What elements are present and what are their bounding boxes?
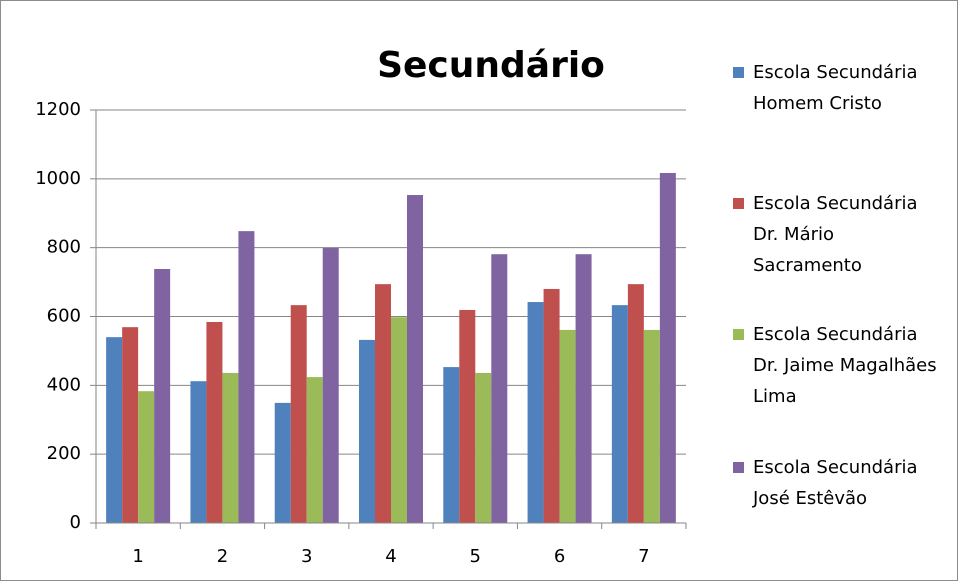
bar: [659, 172, 676, 524]
bar: [238, 231, 255, 523]
bar: [559, 329, 576, 523]
bar: [575, 254, 592, 524]
x-tick-label: 4: [385, 546, 396, 567]
x-tick-label: 1: [132, 546, 143, 567]
bar: [154, 269, 171, 523]
x-tick-label: 2: [217, 546, 228, 567]
bar: [359, 339, 375, 523]
bar: [543, 288, 560, 523]
bar: [443, 367, 460, 523]
legend-label: Escola Secundária Homem Cristo: [753, 62, 918, 114]
bar: [122, 327, 139, 523]
legend-key: [733, 329, 744, 340]
y-tick-label: 200: [47, 443, 81, 464]
legend-item: Escola Secundária José Estêvão: [733, 452, 938, 514]
chart-title: Secundário: [377, 45, 605, 86]
bar: [222, 372, 239, 523]
bar: [611, 305, 628, 523]
legend-key: [733, 67, 744, 78]
legend-label: Escola Secundária Dr. Jaime Magalhães Li…: [753, 324, 937, 407]
bar: [491, 254, 508, 524]
bar: [290, 305, 307, 523]
bar: [527, 302, 544, 523]
legend-label: Escola Secundária José Estêvão: [753, 457, 918, 509]
bar: [306, 377, 323, 523]
y-tick-label: 1000: [35, 168, 81, 189]
bar: [475, 372, 492, 523]
y-tick-label: 1200: [35, 99, 81, 120]
bar: [206, 322, 223, 523]
x-tick-label: 6: [554, 546, 565, 567]
legend-label: Escola Secundária Dr. Mário Sacramento: [753, 193, 918, 276]
legend-item: Escola Secundária Dr. Mário Sacramento: [733, 188, 938, 281]
bar: [407, 195, 423, 524]
legend-item: Escola Secundária Homem Cristo: [733, 57, 938, 119]
y-tick-label: 400: [47, 374, 81, 395]
y-tick-label: 600: [47, 306, 81, 327]
bar: [375, 284, 391, 523]
bar: [322, 248, 339, 523]
x-tick-label: 5: [470, 546, 481, 567]
bar: [274, 402, 291, 523]
bar: [138, 391, 155, 523]
x-tick-label: 3: [301, 546, 312, 567]
bar: [391, 317, 407, 523]
bar: [627, 284, 644, 523]
legend-item: Escola Secundária Dr. Jaime Magalhães Li…: [733, 319, 938, 412]
bar: [190, 381, 207, 523]
bar: [459, 309, 476, 523]
bar: [106, 337, 123, 523]
bar: [643, 329, 660, 523]
y-tick-label: 0: [70, 512, 81, 533]
legend-key: [733, 462, 744, 473]
x-tick-label: 7: [638, 546, 649, 567]
legend-key: [733, 198, 744, 209]
y-tick-label: 800: [47, 237, 81, 258]
